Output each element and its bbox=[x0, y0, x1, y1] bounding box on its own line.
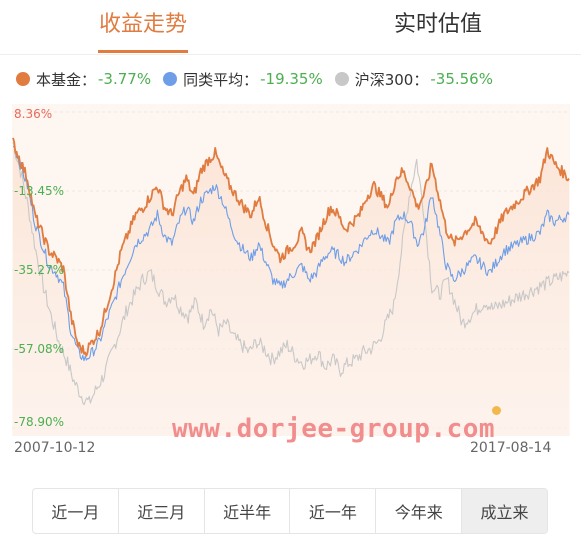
legend-value-fund: -3.77% bbox=[98, 70, 152, 88]
range-1-year-button[interactable]: 近一年 bbox=[290, 489, 377, 533]
watermark-dot bbox=[492, 406, 501, 415]
x-axis-end-label: 2017-08-14 bbox=[470, 440, 552, 456]
x-axis-start-label: 2007-10-12 bbox=[14, 440, 96, 456]
returns-chart-svg: 8.36% -13.45% -35.27% -57.08% -78.90% bbox=[12, 104, 570, 436]
legend-label-csi300: 沪深300： bbox=[354, 70, 429, 89]
series-line-category-average bbox=[12, 145, 570, 362]
range-since-inception-button[interactable]: 成立来 bbox=[462, 489, 547, 533]
legend-dot-category-average bbox=[163, 72, 178, 86]
range-3-months-button[interactable]: 近三月 bbox=[119, 489, 205, 533]
tab-returns-trend[interactable]: 收益走势 bbox=[98, 12, 187, 37]
chart-legend: 本基金： -3.77% 同类平均： -19.35% 沪深300： -35.56% bbox=[16, 66, 505, 92]
time-range-selector: 近一月 近三月 近半年 近一年 今年来 成立来 bbox=[32, 488, 548, 534]
active-tab-indicator bbox=[98, 50, 188, 53]
legend-item-category-average: 同类平均： -19.35% bbox=[163, 69, 323, 90]
range-ytd-button[interactable]: 今年来 bbox=[376, 489, 463, 533]
range-6-months-button[interactable]: 近半年 bbox=[205, 489, 291, 533]
legend-item-fund: 本基金： -3.77% bbox=[16, 69, 151, 90]
tab-realtime-estimate[interactable]: 实时估值 bbox=[393, 12, 482, 37]
legend-value-category-average: -19.35% bbox=[260, 70, 323, 88]
watermark-text: www.dorjee-group.com bbox=[172, 414, 496, 444]
y-tick-label: -57.08% bbox=[14, 342, 64, 356]
legend-item-csi300: 沪深300： -35.56% bbox=[334, 69, 493, 90]
range-1-month-button[interactable]: 近一月 bbox=[33, 489, 119, 533]
y-tick-label: -13.45% bbox=[14, 184, 64, 198]
legend-dot-csi300 bbox=[334, 72, 349, 86]
series-line-csi300 bbox=[12, 142, 570, 406]
y-tick-label: -78.90% bbox=[14, 415, 64, 429]
legend-dot-fund bbox=[16, 72, 30, 86]
y-tick-label: 8.36% bbox=[14, 107, 52, 121]
legend-label-fund: 本基金： bbox=[36, 70, 97, 89]
legend-value-csi300: -35.56% bbox=[430, 70, 493, 88]
tab-bar: 收益走势 实时估值 bbox=[0, 0, 581, 55]
legend-label-category-average: 同类平均： bbox=[183, 70, 259, 89]
returns-chart[interactable]: 8.36% -13.45% -35.27% -57.08% -78.90% bbox=[12, 104, 570, 436]
series-line-fund bbox=[12, 137, 570, 357]
fund-area-fill bbox=[13, 137, 569, 436]
y-tick-label: -35.27% bbox=[14, 263, 64, 277]
